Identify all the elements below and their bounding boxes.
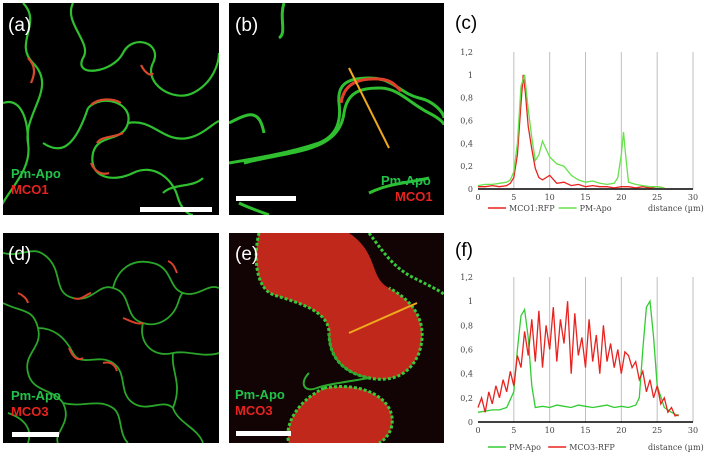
x-axis-label: distance (µm) xyxy=(648,204,704,213)
x-tick-label: 15 xyxy=(580,426,590,435)
y-tick-label: 0,2 xyxy=(460,394,473,403)
x-tick-label: 0 xyxy=(475,193,480,202)
x-tick-label: 5 xyxy=(511,193,516,202)
marker-label-green-b: Pm-Apo xyxy=(381,173,431,188)
y-tick-label: 1 xyxy=(468,297,473,306)
x-tick-label: 10 xyxy=(545,426,555,435)
x-axis-label: distance (µm) xyxy=(648,443,704,452)
marker-label-red-a: MCO1 xyxy=(11,182,49,197)
legend-label: MCO1:RFP xyxy=(509,204,555,213)
panel-label-e: (e) xyxy=(235,244,259,265)
series-line xyxy=(477,301,679,417)
cell-walls-e xyxy=(254,233,444,443)
y-tick-label: 0,4 xyxy=(460,370,473,379)
micrograph-e: (e) Pm-Apo MCO3 xyxy=(229,233,444,443)
marker-label-green-a: Pm-Apo xyxy=(11,166,61,181)
x-tick-label: 0 xyxy=(475,426,480,435)
y-tick-label: 0,8 xyxy=(460,321,473,330)
panel-label-f: (f) xyxy=(455,240,473,261)
x-tick-label: 25 xyxy=(652,193,662,202)
chart-c: 0 5 10 15 20 25 30 0 0,2 0,4 0,6 0,8 1 1,2 MCO1:RFP PM-… xyxy=(460,48,704,213)
x-tick-label: 15 xyxy=(580,193,590,202)
x-tick-label: 30 xyxy=(688,193,698,202)
micrograph-d: (d) Pm-Apo MCO3 xyxy=(3,233,219,443)
y-tick-label: 1,2 xyxy=(460,48,473,57)
series-line xyxy=(478,74,665,189)
legend-label: PM-Apo xyxy=(509,443,541,452)
panel-label-d: (d) xyxy=(8,244,32,265)
scale-bar-b xyxy=(236,196,296,201)
profile-line-b xyxy=(348,67,390,149)
scale-bar-d xyxy=(12,432,59,437)
cell-walls-a xyxy=(3,3,219,215)
profile-line-e xyxy=(348,302,418,334)
x-tick-label: 20 xyxy=(616,193,626,202)
y-tick-label: 0 xyxy=(468,185,473,194)
scale-bar-a xyxy=(140,207,212,212)
legend-label: MCO3-RFP xyxy=(569,443,615,452)
y-tick-label: 1,2 xyxy=(460,273,473,282)
y-tick-label: 1 xyxy=(468,71,473,80)
micrograph-a: (a) Pm-Apo MCO1 xyxy=(3,3,219,215)
panel-label-a: (a) xyxy=(8,15,32,36)
scale-bar-e xyxy=(236,431,291,436)
y-tick-label: 0,6 xyxy=(460,117,473,126)
x-tick-label: 25 xyxy=(652,426,662,435)
y-tick-label: 0,2 xyxy=(460,162,473,171)
cell-walls-d xyxy=(3,250,219,443)
y-tick-label: 0,8 xyxy=(460,94,473,103)
panel-label-b: (b) xyxy=(235,15,259,36)
marker-label-red-b: MCO1 xyxy=(395,189,433,204)
marker-label-green-e: Pm-Apo xyxy=(235,387,285,402)
cell-walls-b xyxy=(229,3,444,215)
legend-label: PM-Apo xyxy=(580,204,612,213)
micrograph-b: (b) Pm-Apo MCO1 xyxy=(229,3,444,215)
y-tick-label: 0,4 xyxy=(460,139,473,148)
x-tick-label: 5 xyxy=(511,426,516,435)
marker-label-green-d: Pm-Apo xyxy=(11,388,61,403)
x-tick-label: 30 xyxy=(688,426,698,435)
y-tick-label: 0 xyxy=(468,418,473,427)
series-line xyxy=(477,299,679,417)
y-tick-label: 0,6 xyxy=(460,346,473,355)
marker-label-red-d: MCO3 xyxy=(11,404,49,419)
x-tick-label: 10 xyxy=(545,193,555,202)
series-line xyxy=(477,74,665,189)
panel-label-c: (c) xyxy=(455,13,478,34)
chart-f: 0 5 10 15 20 25 30 0 0,2 0,4 0,6 0,8 1 1,2 PM-Apo MCO3-… xyxy=(460,273,704,452)
marker-label-red-e: MCO3 xyxy=(235,403,273,418)
x-tick-label: 20 xyxy=(616,426,626,435)
